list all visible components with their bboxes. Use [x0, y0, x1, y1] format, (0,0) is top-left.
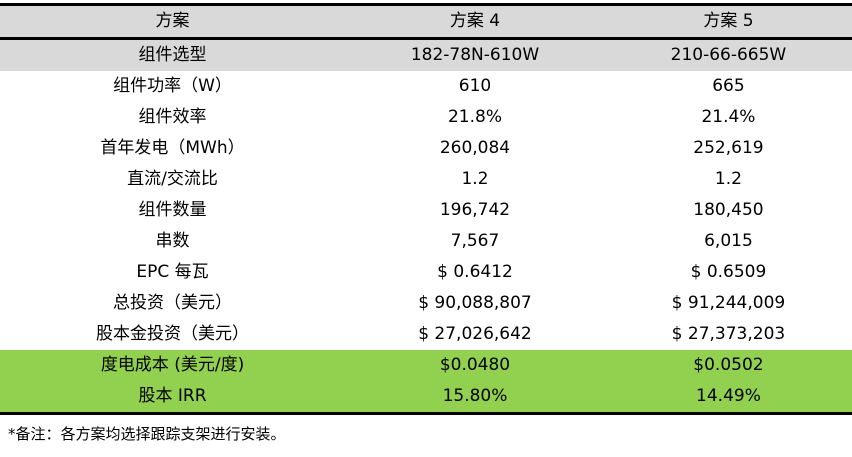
plan5-value: $ 0.6509	[690, 262, 767, 282]
row-label: 串数	[155, 231, 190, 251]
row-label: 组件功率（W）	[113, 76, 232, 96]
row-label: 组件选型	[138, 45, 207, 65]
table-row-dc-ac-ratio: 直流/交流比 1.2 1.2	[0, 164, 852, 195]
plan5-value: 1.2	[714, 169, 742, 189]
plan5-value: 180,450	[693, 200, 764, 220]
plan4-value: 182-78N-610W	[410, 45, 540, 65]
plan5-value: $ 91,244,009	[671, 293, 786, 313]
plan4-value: 196,742	[439, 200, 511, 220]
table-row-module-efficiency: 组件效率 21.8% 21.4%	[0, 102, 852, 133]
table-row-equity-investment: 股本金投资（美元） $ 27,026,642 $ 27,373,203	[0, 319, 852, 350]
plan5-value: $0.0502	[693, 355, 764, 375]
row-label: 股本 IRR	[138, 386, 207, 406]
header-cell-plan4: 方案 4	[449, 11, 501, 31]
row-label: 股本金投资（美元）	[96, 324, 250, 344]
row-label: EPC 每瓦	[136, 262, 209, 282]
plan4-value: 7,567	[450, 231, 500, 251]
row-label: 组件数量	[138, 200, 207, 220]
plan4-value: 15.80%	[442, 386, 508, 406]
header-cell-metric: 方案	[155, 11, 190, 31]
plan5-value: 6,015	[704, 231, 753, 251]
plan4-value: $ 0.6412	[437, 262, 513, 282]
plan5-value: $ 27,373,203	[671, 324, 786, 344]
table-row-equity-irr: 股本 IRR 15.80% 14.49%	[0, 381, 852, 412]
plan-comparison-table: 方案 方案 4 方案 5 组件选型 182-78N-610W 210-66-66…	[0, 3, 852, 415]
plan5-value: 252,619	[693, 138, 764, 158]
row-label: 直流/交流比	[127, 169, 218, 189]
table-row-string-count: 串数 7,567 6,015	[0, 226, 852, 257]
plan4-value: 21.8%	[447, 107, 502, 127]
plan4-value: 260,084	[439, 138, 511, 158]
plan5-value: 21.4%	[701, 107, 756, 127]
plan4-value: $ 90,088,807	[418, 293, 532, 313]
plan4-value: $ 27,026,642	[418, 324, 532, 344]
footnote: *备注：各方案均选择跟踪支架进行安装。	[8, 425, 286, 443]
plan4-value: $0.0480	[439, 355, 511, 375]
table-row-module-count: 组件数量 196,742 180,450	[0, 195, 852, 226]
plan5-value: 14.49%	[696, 386, 761, 406]
plan4-value: 610	[458, 76, 492, 96]
table-row-module-power: 组件功率（W） 610 665	[0, 71, 852, 102]
table-row-epc-per-watt: EPC 每瓦 $ 0.6412 $ 0.6509	[0, 257, 852, 288]
row-label: 首年发电（MWh）	[100, 138, 245, 158]
row-label: 度电成本 (美元/度)	[100, 355, 245, 375]
table-row-lcoe: 度电成本 (美元/度) $0.0480 $0.0502	[0, 350, 852, 381]
table-row-total-investment: 总投资（美元） $ 90,088,807 $ 91,244,009	[0, 288, 852, 319]
table-header-row: 方案 方案 4 方案 5	[0, 6, 852, 40]
table-row-first-year-generation: 首年发电（MWh） 260,084 252,619	[0, 133, 852, 164]
row-label: 总投资（美元）	[113, 293, 233, 313]
row-label: 组件效率	[138, 107, 207, 127]
plan5-value: 665	[712, 76, 745, 96]
header-cell-plan5: 方案 5	[703, 11, 754, 31]
plan5-value: 210-66-665W	[670, 45, 787, 65]
plan4-value: 1.2	[461, 169, 489, 189]
table-row-module-type: 组件选型 182-78N-610W 210-66-665W	[0, 40, 852, 71]
